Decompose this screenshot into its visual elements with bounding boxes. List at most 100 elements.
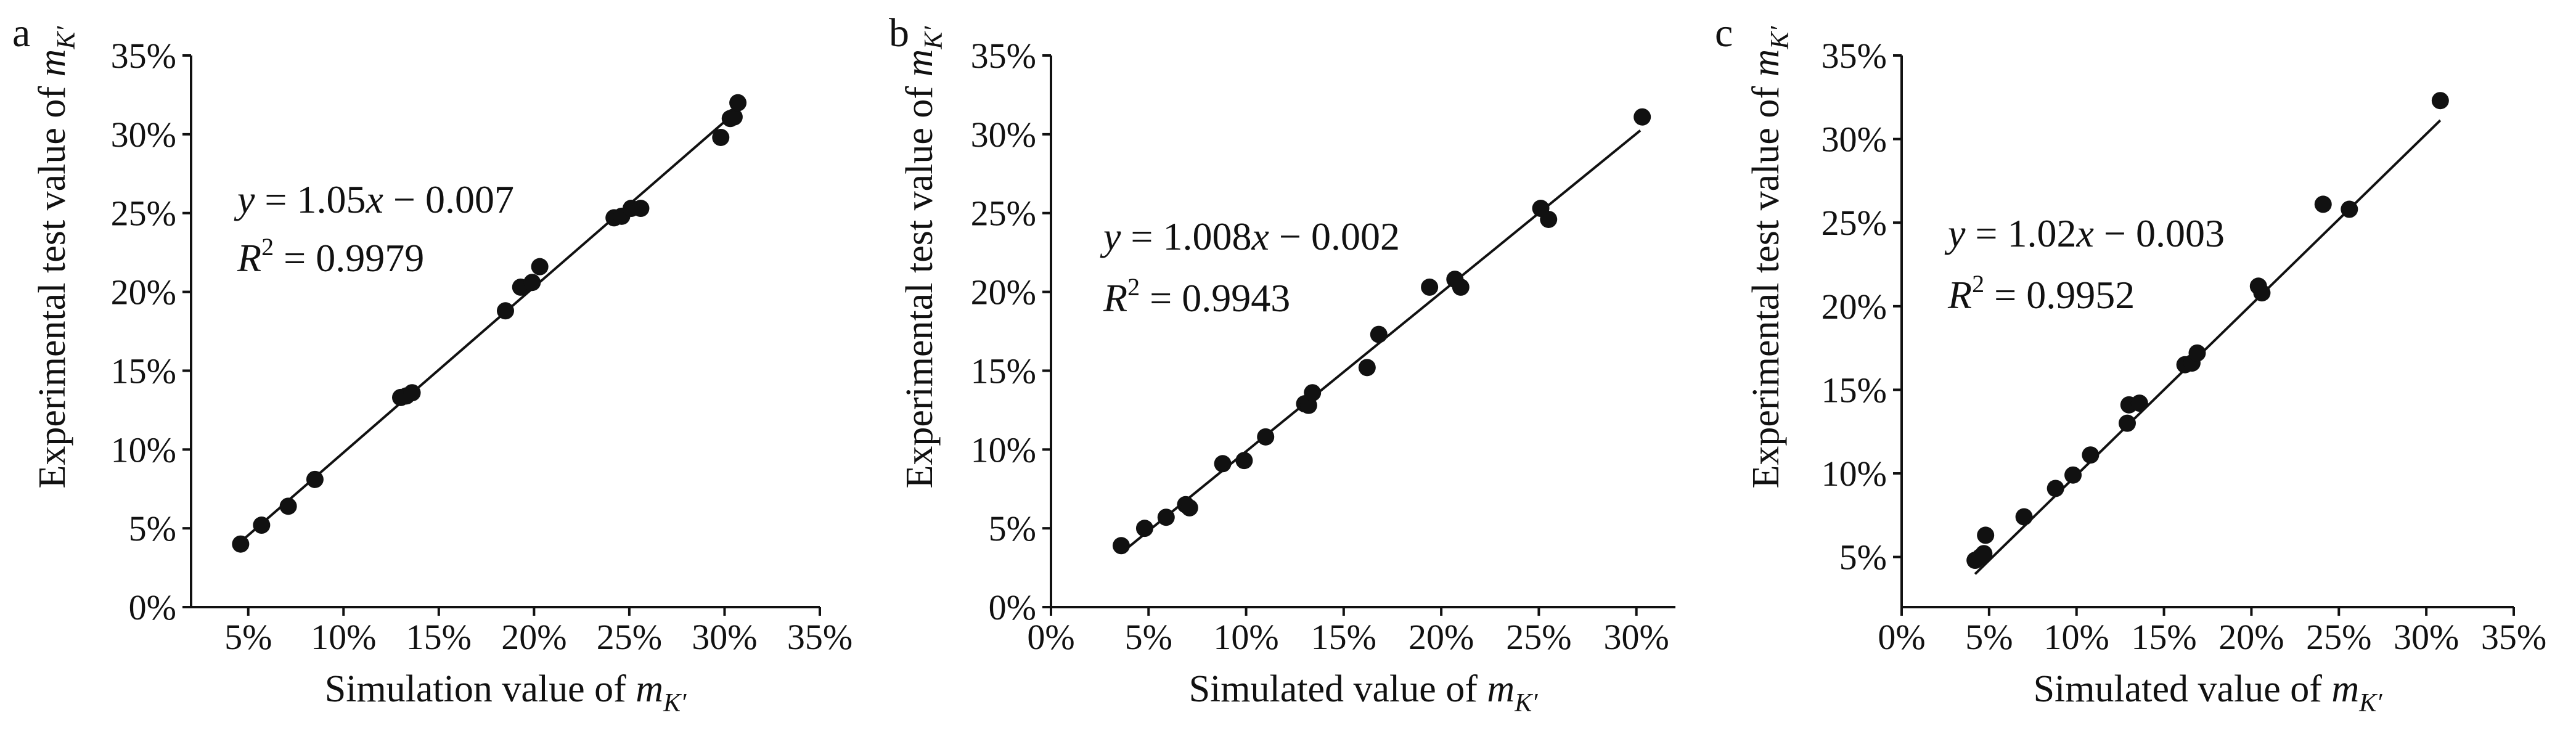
- y-tick-value: 15: [111, 351, 147, 391]
- data-point: [2314, 195, 2332, 213]
- x-tick-value: 5: [1125, 617, 1143, 657]
- x-tick-label: 25%: [597, 617, 662, 657]
- x-tick-label: 10%: [1213, 617, 1278, 657]
- x-axis-title-text: Simulation value of: [325, 668, 636, 710]
- data-point: [1257, 428, 1275, 446]
- x-tick-suffix: %: [537, 617, 566, 657]
- y-tick-suffix: %: [147, 194, 176, 234]
- y-tick-value: 10: [1822, 454, 1857, 494]
- y-axis-title-sub: K′: [52, 26, 81, 50]
- y-tick-label: 25%: [1822, 203, 1887, 243]
- y-tick-label: 35%: [111, 36, 176, 76]
- y-axis-title: Experimental test value of mK′: [31, 26, 81, 489]
- x-tick-suffix: %: [823, 617, 853, 657]
- y-tick-value: 5: [129, 508, 147, 549]
- x-tick-value: 15: [2131, 617, 2167, 657]
- x-tick-value: 25: [1506, 617, 1542, 657]
- y-tick-suffix: %: [1857, 120, 1887, 160]
- x-tick-label: 0%: [1878, 617, 1925, 657]
- chart-panel-a: a5% 10% 15% 20% 25% 30% 35%0%5%10%15%20%25%30%…: [12, 10, 853, 717]
- y-tick-label: 5%: [129, 508, 176, 549]
- x-tick-suffix: %: [1983, 617, 2013, 657]
- y-tick-suffix: %: [1007, 36, 1036, 76]
- y-tick-label: 10%: [1822, 454, 1887, 494]
- y-tick-suffix: %: [1007, 194, 1036, 234]
- data-point: [2046, 480, 2064, 497]
- data-point: [1358, 359, 1376, 377]
- r-squared-value: = 0.9943: [1140, 276, 1290, 320]
- y-axis-title-var: m: [899, 49, 941, 77]
- x-tick-value: 35: [787, 617, 823, 657]
- x-tick-suffix: %: [2342, 617, 2371, 657]
- panel-letter: c: [1715, 10, 1733, 55]
- data-point: [1452, 278, 1470, 296]
- r-squared: R2 = 0.9979: [237, 233, 424, 280]
- y-tick-label: 30%: [1822, 120, 1887, 160]
- regression-equation: y = 1.02x − 0.003: [1944, 211, 2225, 255]
- y-tick-label: 20%: [971, 272, 1036, 312]
- y-tick-value: 0: [989, 587, 1007, 627]
- y-tick-label: 30%: [111, 115, 176, 155]
- y-tick-label: 25%: [971, 194, 1036, 234]
- data-point: [725, 108, 743, 126]
- data-point: [1180, 499, 1198, 517]
- y-axis-title: Experimental test value of mK′: [899, 26, 948, 489]
- data-point: [1112, 537, 1130, 555]
- y-tick-value: 30: [971, 115, 1007, 155]
- x-tick-suffix: %: [1249, 617, 1278, 657]
- data-point: [729, 94, 747, 112]
- y-tick-value: 15: [971, 351, 1007, 391]
- x-tick-label: 5%: [1125, 617, 1172, 657]
- x-tick-value: 20: [1409, 617, 1444, 657]
- x-tick-suffix: %: [2429, 617, 2459, 657]
- y-axis-title-text: Experimental test value of: [1745, 77, 1787, 489]
- y-tick-label: 30%: [971, 115, 1036, 155]
- data-point: [1304, 384, 1322, 402]
- equation-slope: = 1.05: [255, 178, 366, 221]
- y-tick-value: 20: [1822, 287, 1857, 327]
- y-tick-value: 35: [111, 36, 147, 76]
- data-point: [232, 535, 250, 553]
- y-tick-value: 20: [111, 272, 147, 312]
- y-tick-label: 20%: [111, 272, 176, 312]
- data-point: [1977, 526, 1995, 544]
- x-tick-suffix: %: [727, 617, 757, 657]
- y-tick-suffix: %: [147, 272, 176, 312]
- x-tick-suffix: %: [1640, 617, 1669, 657]
- equation-slope: = 1.008: [1121, 214, 1251, 258]
- chart-panel-b: b0% 5% 10% 15% 20% 25% 30%0%5%10%15%20%25%30%3…: [889, 10, 1675, 717]
- chart-panel-c: c0% 5% 10% 15% 20% 25% 30% 35%5%10%15%20%25%30%…: [1715, 10, 2546, 717]
- x-tick-value: 0: [1027, 617, 1045, 657]
- regression-equation: y = 1.05x − 0.007: [234, 178, 514, 221]
- y-axis-title-text: Experimental test value of: [899, 77, 941, 489]
- data-point: [1975, 545, 1993, 563]
- x-tick-label: 35%: [787, 617, 853, 657]
- data-point: [2431, 92, 2449, 110]
- y-tick-value: 5: [1839, 537, 1857, 578]
- y-tick-suffix: %: [147, 587, 176, 627]
- y-axis-title-text: Experimental test value of: [31, 77, 73, 489]
- x-tick-value: 0: [1878, 617, 1895, 657]
- y-tick-value: 30: [111, 115, 147, 155]
- y-tick-label: 15%: [1822, 370, 1887, 410]
- data-point: [523, 274, 541, 292]
- panel-letter: b: [889, 10, 909, 55]
- equation-intercept: − 0.003: [2094, 211, 2225, 255]
- x-tick-label: 10%: [2044, 617, 2109, 657]
- y-tick-value: 10: [111, 430, 147, 470]
- data-point: [712, 128, 730, 146]
- equation-intercept: − 0.002: [1269, 214, 1400, 258]
- y-tick-suffix: %: [147, 430, 176, 470]
- y-tick-suffix: %: [147, 508, 176, 549]
- x-tick-suffix: %: [2254, 617, 2284, 657]
- x-tick-label: 20%: [501, 617, 566, 657]
- x-tick-value: 5: [224, 617, 242, 657]
- x-tick-value: 25: [2306, 617, 2342, 657]
- x-tick-value: 30: [2394, 617, 2429, 657]
- equation-x: x: [366, 178, 383, 221]
- y-tick-suffix: %: [1857, 370, 1887, 410]
- y-tick-suffix: %: [1007, 272, 1036, 312]
- x-axis-title-sub: K′: [1514, 689, 1538, 717]
- x-tick-label: 5%: [224, 617, 272, 657]
